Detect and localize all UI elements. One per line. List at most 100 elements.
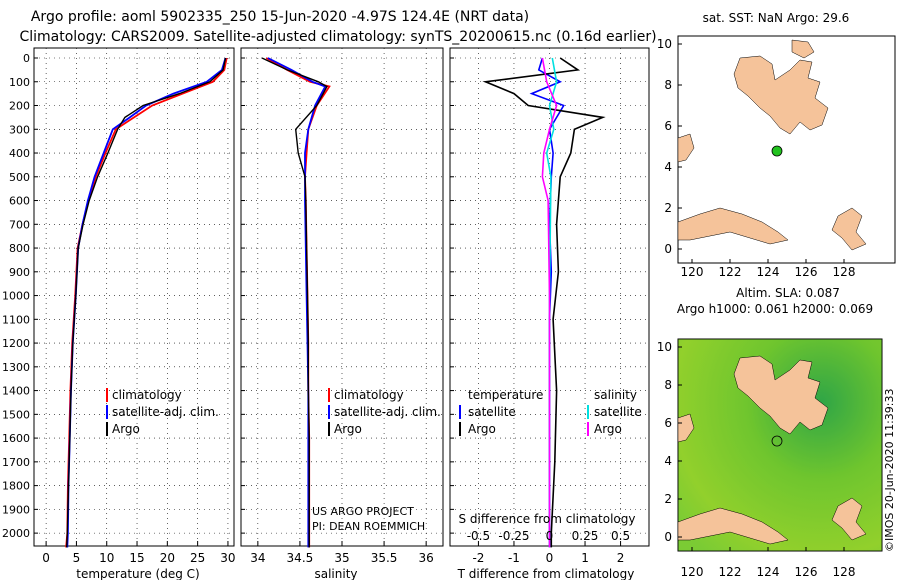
legend-climatology: climatology [334, 388, 404, 402]
title-line2: Climatology: CARS2009. Satellite-adjuste… [19, 29, 656, 45]
depth-tick-label: 1800 [2, 480, 30, 493]
series-line-salinity-argo [541, 57, 558, 548]
t-diff-axis-label: T difference from climatology [457, 567, 635, 580]
lon-tick-label: 124 [757, 565, 780, 579]
lat-tick-label: 4 [664, 160, 672, 174]
x-tick-label: 10 [99, 551, 114, 565]
series-line-temperature-satellite [529, 57, 565, 548]
x-tick-label: 1 [581, 551, 589, 565]
s-diff-tick-label: -0.25 [498, 529, 529, 543]
depth-axis: 0 100 200 300 400 500 600 700 800 900 1000 1100 1200… [2, 52, 30, 540]
s-diff-tick-label: 0.25 [572, 529, 599, 543]
depth-tick-label: 400 [9, 147, 30, 160]
land-east-islands [831, 207, 867, 251]
legend-s-argo: Argo [594, 422, 622, 436]
depth-tick-label: 900 [9, 266, 30, 279]
depth-tick-label: 1700 [2, 456, 30, 469]
lon-tick-label: 122 [719, 565, 742, 579]
land-borneo-edge [677, 133, 695, 163]
legend-s-satellite: satellite [594, 405, 642, 419]
x-tick-label: -2 [472, 551, 484, 565]
land-east-islands [831, 497, 867, 541]
sst-map [677, 35, 896, 264]
x-tick-label: 0 [546, 551, 554, 565]
depth-tick-label: 200 [9, 100, 30, 113]
lat-tick-label: 6 [664, 119, 672, 133]
lat-tick-label: 2 [664, 492, 672, 506]
x-tick-label: -1 [508, 551, 520, 565]
lat-tick-label: 10 [657, 340, 672, 354]
lat-tick-label: 8 [664, 78, 672, 92]
x-tick-label: 35 [334, 551, 349, 565]
temperature-legend: climatology satellite-adj. clim. Argo [106, 388, 219, 436]
lat-tick-label: 10 [657, 37, 672, 51]
legend-temperature-heading: temperature [468, 388, 543, 402]
series-line-satellite-adj-clim- [267, 57, 327, 548]
legend-t-argo: Argo [468, 422, 496, 436]
depth-tick-label: 1300 [2, 361, 30, 374]
salinity-panel-frame [240, 47, 444, 547]
x-tick-labels: 0 5 10 15 20 25 30 34 34.5 35 35.5 36 -2 -1 0 1 2 -0.5 -0.… [42, 529, 630, 565]
depth-tick-label: 1200 [2, 337, 30, 350]
x-tick-label: 36 [419, 551, 434, 565]
legend-satellite: satellite-adj. clim. [112, 405, 219, 419]
argo-float-marker [771, 435, 783, 447]
temperature-axis-label: temperature (deg C) [76, 567, 199, 580]
legend-climatology: climatology [112, 388, 182, 402]
series-line-climatology [265, 57, 331, 548]
lat-tick-label: 0 [664, 530, 672, 544]
temperature-panel-frame [33, 47, 235, 547]
argo-float-marker [771, 145, 783, 157]
depth-tick-label: 1600 [2, 432, 30, 445]
depth-tick-label: 100 [9, 76, 30, 89]
legend-t-satellite: satellite [468, 405, 516, 419]
lon-tick-label: 124 [757, 265, 780, 279]
salinity-axis-label: salinity [314, 567, 357, 580]
imos-footer: ©IMOS 20-Jun-2020 11:39:33 [883, 388, 896, 552]
depth-tick-label: 700 [9, 218, 30, 231]
map-axes: 120 122 124 126 128 0 2 4 6 8 10 120 122 124 126 128 0 2 4… [657, 37, 856, 579]
s-diff-tick-label: 0 [546, 529, 554, 543]
legend-salinity-heading: salinity [594, 388, 637, 402]
lon-tick-label: 126 [795, 565, 818, 579]
difference-legend: temperature salinity satellite Argo sate… [459, 388, 642, 436]
legend-argo: Argo [112, 422, 140, 436]
series-line-satellite-adj-clim- [66, 57, 227, 548]
s-diff-axis-label: S difference from climatology [459, 512, 636, 526]
lon-tick-label: 122 [719, 265, 742, 279]
legend-satellite: satellite-adj. clim. [334, 405, 441, 419]
lon-tick-label: 126 [795, 265, 818, 279]
x-tick-label: 34 [250, 551, 265, 565]
x-tick-label: 15 [129, 551, 144, 565]
x-tick-label: 35.5 [371, 551, 398, 565]
lat-tick-label: 8 [664, 378, 672, 392]
legend-argo: Argo [334, 422, 362, 436]
credit-line1: US ARGO PROJECT [312, 505, 414, 518]
salinity-legend: climatology satellite-adj. clim. Argo US… [312, 388, 441, 533]
depth-tick-label: 2000 [2, 527, 30, 540]
depth-tick-label: 500 [9, 171, 30, 184]
x-tick-label: 2 [617, 551, 625, 565]
lat-tick-label: 2 [664, 201, 672, 215]
depth-tick-label: 0 [23, 52, 30, 65]
sla-map [677, 338, 883, 552]
credit-line2: PI: DEAN ROEMMICH [312, 520, 425, 533]
lon-tick-label: 120 [681, 565, 704, 579]
depth-tick-label: 800 [9, 242, 30, 255]
s-diff-tick-label: 0.5 [611, 529, 630, 543]
grid-layer [34, 48, 649, 546]
land-borneo-edge [677, 413, 695, 443]
depth-tick-label: 1000 [2, 290, 30, 303]
lon-tick-label: 128 [833, 565, 856, 579]
series-line-climatology [65, 57, 228, 548]
x-tick-label: 25 [190, 551, 205, 565]
depth-tick-label: 1900 [2, 503, 30, 516]
lat-tick-label: 0 [664, 242, 672, 256]
lon-tick-label: 120 [681, 265, 704, 279]
sst-map-title: sat. SST: NaN Argo: 29.6 [703, 11, 850, 25]
series-line-temperature-argo [482, 57, 606, 548]
depth-tick-label: 1400 [2, 385, 30, 398]
land-south-arc [677, 207, 789, 245]
x-tick-label: 34.5 [287, 551, 314, 565]
